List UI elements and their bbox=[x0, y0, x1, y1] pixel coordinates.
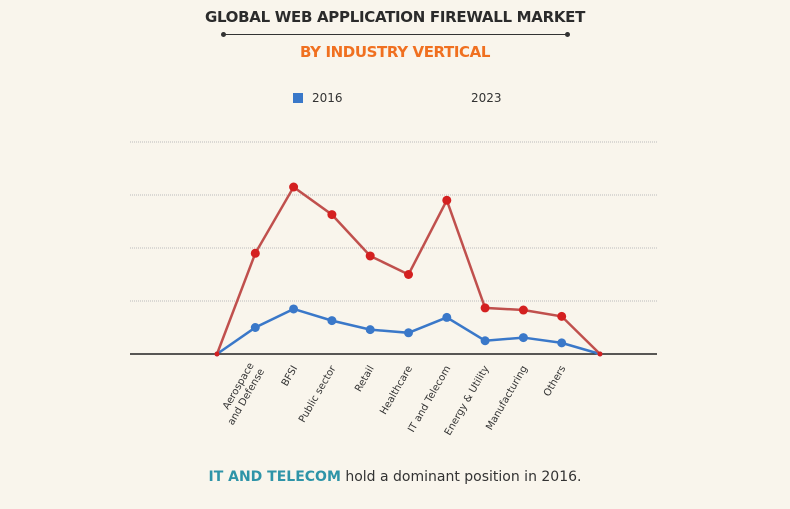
data-point-2023 bbox=[518, 305, 528, 315]
legend-item-2016: 2016 bbox=[293, 91, 343, 105]
data-point-2016 bbox=[365, 325, 375, 335]
data-point-2016 bbox=[327, 316, 337, 326]
x-tick-label: Others bbox=[542, 364, 568, 399]
data-point-2016 bbox=[557, 338, 567, 348]
data-point-2016 bbox=[480, 336, 490, 346]
data-point-2023 bbox=[289, 182, 299, 192]
footer-highlight: IT AND TELECOM bbox=[208, 469, 341, 485]
x-tick-label: Public sector bbox=[297, 363, 339, 425]
data-point-2016 bbox=[289, 304, 299, 314]
x-tick-label: Aerospaceand Defense bbox=[216, 361, 268, 427]
legend-swatch-2016 bbox=[293, 93, 303, 103]
data-point-2023 bbox=[480, 303, 490, 313]
x-tick-label: Manufacturing bbox=[484, 364, 530, 432]
data-point-2016 bbox=[518, 333, 528, 343]
x-tick-label: BFSI bbox=[280, 364, 300, 388]
data-point-2023 bbox=[557, 311, 567, 321]
data-point-2023 bbox=[250, 248, 260, 258]
data-point-2023 bbox=[597, 351, 603, 357]
footer-caption: IT AND TELECOM hold a dominant position … bbox=[0, 469, 790, 485]
data-point-2023 bbox=[327, 210, 337, 220]
legend-label: 2023 bbox=[471, 91, 502, 105]
footer-text: hold a dominant position in 2016. bbox=[340, 469, 582, 485]
data-point-2023 bbox=[442, 195, 452, 205]
chart-title: GLOBAL WEB APPLICATION FIREWALL MARKET bbox=[204, 8, 586, 26]
x-tick-label: IT and Telecom bbox=[406, 364, 453, 435]
legend-item-2023: 2023 bbox=[471, 91, 502, 105]
data-point-2023 bbox=[365, 251, 375, 261]
chart-subtitle: BY INDUSTRY VERTICAL bbox=[299, 43, 491, 61]
data-point-2023 bbox=[404, 270, 413, 279]
data-point-2016 bbox=[250, 323, 260, 332]
x-tick-label: Healthcare bbox=[378, 364, 415, 417]
data-point-2016 bbox=[442, 312, 452, 322]
title-divider bbox=[221, 32, 570, 37]
data-point-2016 bbox=[404, 328, 413, 338]
legend-label: 2016 bbox=[312, 91, 343, 105]
data-point-2023 bbox=[214, 351, 220, 357]
x-tick-label: Retail bbox=[353, 364, 377, 394]
